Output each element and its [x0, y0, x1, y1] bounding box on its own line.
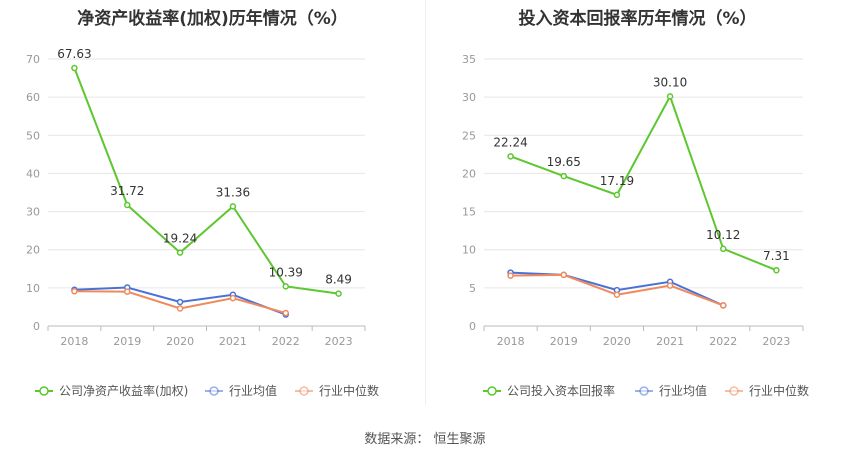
data-label: 7.31: [763, 249, 790, 263]
roic-line-chart: 0 5 10 15 20 25 30 35 2018 2019 2020 2021 2022 2023 22…: [462, 53, 809, 398]
y-tick-label: 20: [26, 244, 40, 257]
x-tick-label: 2022: [272, 335, 300, 348]
x-tick-label: 2020: [166, 335, 194, 348]
data-label: 10.12: [706, 228, 740, 242]
roe-line-chart: 0 10 20 30 40 50 60 70 2018 2019 2020 2021 2022 2023 6…: [26, 47, 379, 398]
legend-item[interactable]: 行业均值: [635, 383, 707, 398]
data-point: [176, 305, 184, 312]
data-label: 17.19: [600, 174, 634, 188]
chart-title: 净资产收益率(加权)历年情况（%）: [77, 9, 348, 29]
x-tick-label: 2019: [113, 335, 141, 348]
data-point: [124, 201, 131, 209]
legend-label: 公司投入资本回报率: [507, 383, 615, 398]
legend-label: 行业中位数: [319, 383, 379, 398]
data-point: [229, 203, 237, 210]
data-point: [666, 93, 674, 100]
legend-marker-icon: [209, 386, 219, 396]
data-label: 31.72: [110, 184, 144, 198]
y-tick-label: 40: [26, 167, 40, 180]
legend-marker-icon: [487, 386, 497, 396]
data-source: 数据来源： 恒生聚源: [364, 432, 486, 447]
x-tick-label: 2018: [60, 335, 88, 348]
data-label: 67.63: [57, 47, 91, 61]
series-line: [510, 93, 777, 272]
legend-label: 行业均值: [229, 383, 277, 398]
y-tick-label: 35: [462, 53, 476, 66]
panel-divider: [425, 0, 426, 405]
legend-item[interactable]: 公司净资产收益率(加权): [35, 383, 188, 398]
data-point: [176, 298, 184, 306]
data-point: [773, 266, 780, 274]
data-label: 19.65: [547, 155, 581, 169]
legend-item[interactable]: 行业中位数: [295, 383, 379, 398]
data-point: [507, 153, 514, 160]
y-tick-label: 25: [462, 129, 476, 142]
y-tick-label: 0: [469, 320, 476, 333]
legend-label: 行业中位数: [749, 383, 809, 398]
y-tick-label: 15: [462, 206, 476, 219]
series-line: [73, 67, 339, 295]
chart-title: 投入资本回报率历年情况（%）: [518, 9, 757, 29]
data-label: 10.39: [269, 265, 303, 279]
y-tick-label: 70: [26, 53, 40, 66]
legend-item[interactable]: 公司投入资本回报率: [483, 383, 615, 398]
legend-marker-icon: [39, 386, 49, 396]
y-tick-label: 50: [26, 129, 40, 142]
data-point: [282, 283, 289, 290]
legend-marker-icon: [299, 386, 309, 396]
y-tick-label: 0: [33, 320, 40, 333]
y-tick-label: 10: [26, 282, 40, 295]
legend-label: 行业均值: [659, 383, 707, 398]
data-point: [560, 271, 567, 279]
y-tick-label: 20: [462, 167, 476, 180]
data-point: [613, 291, 621, 298]
data-label: 8.49: [325, 273, 352, 287]
data-point: [720, 302, 727, 309]
data-point: [176, 249, 184, 256]
data-point: [229, 294, 237, 302]
y-tick-label: 10: [462, 244, 476, 257]
data-label: 30.10: [653, 75, 687, 89]
y-tick-label: 30: [462, 91, 476, 104]
legend-label: 公司净资产收益率(加权): [59, 383, 188, 398]
legend-marker-icon: [639, 386, 649, 396]
data-point: [560, 172, 567, 180]
x-tick-label: 2021: [219, 335, 247, 348]
data-point: [613, 191, 621, 199]
data-point: [282, 309, 289, 317]
x-tick-label: 2022: [709, 335, 737, 348]
data-label: 31.36: [216, 185, 250, 199]
data-point: [71, 288, 78, 295]
data-point: [720, 245, 727, 253]
y-tick-label: 5: [469, 282, 476, 295]
x-tick-label: 2023: [325, 335, 353, 348]
legend-marker-icon: [729, 386, 739, 396]
data-point: [335, 290, 342, 297]
data-point: [71, 64, 78, 72]
x-tick-label: 2021: [656, 335, 684, 348]
data-point: [507, 272, 514, 279]
data-point: [124, 288, 131, 295]
x-tick-label: 2020: [603, 335, 631, 348]
data-point: [666, 282, 674, 289]
roic-chart-panel: 投入资本回报率历年情况（%） 0 5 10 15 20 25 30 35 2018 2019 202…: [425, 0, 850, 410]
x-tick-label: 2019: [550, 335, 578, 348]
y-tick-label: 30: [26, 206, 40, 219]
x-tick-label: 2018: [497, 335, 525, 348]
x-tick-label: 2023: [762, 335, 790, 348]
roe-chart-panel: 净资产收益率(加权)历年情况（%） 0 10 20 30 40 50 60 70 2018 201…: [0, 0, 425, 410]
y-tick-label: 60: [26, 91, 40, 104]
legend-item[interactable]: 行业中位数: [725, 383, 809, 398]
legend-item[interactable]: 行业均值: [205, 383, 277, 398]
data-label: 19.24: [163, 232, 197, 246]
data-label: 22.24: [493, 135, 527, 149]
